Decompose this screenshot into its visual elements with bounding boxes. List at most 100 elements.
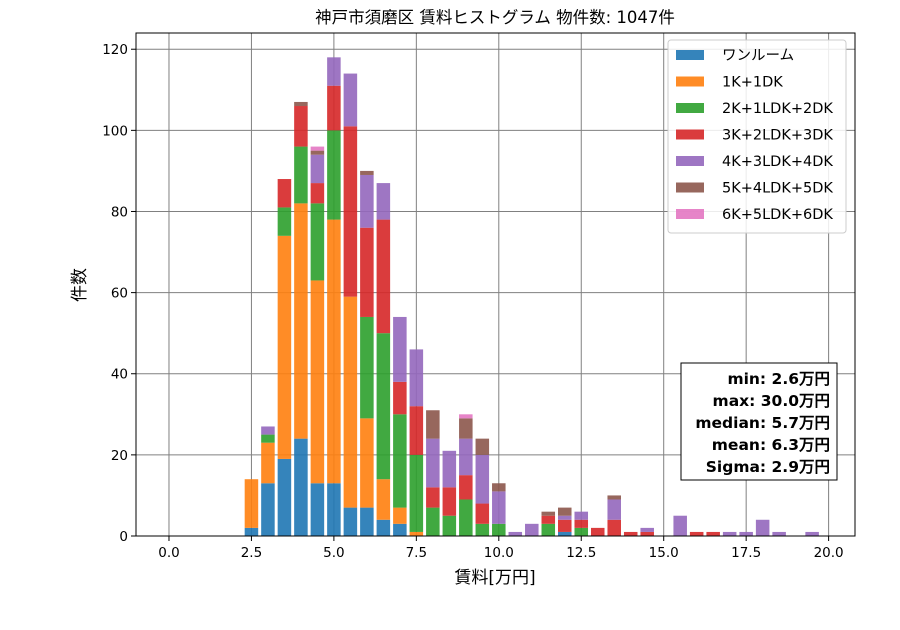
bar-segment xyxy=(558,531,572,536)
bar-segment xyxy=(294,101,308,107)
bar-segment xyxy=(393,316,407,382)
bar-segment xyxy=(426,507,440,536)
bar-segment xyxy=(492,523,506,536)
stats-box-frame xyxy=(680,362,838,481)
bar-segment xyxy=(558,519,572,532)
bar-segment xyxy=(244,479,259,528)
bar-segment xyxy=(310,146,325,151)
bar-segment xyxy=(327,85,341,131)
bar-segment xyxy=(376,479,391,520)
bar-segment xyxy=(310,203,325,281)
bar-segment xyxy=(590,527,605,536)
x-tick-label: 12.5 xyxy=(566,545,596,561)
x-tick-label: 17.5 xyxy=(731,545,761,561)
bar-segment xyxy=(360,227,374,317)
bar-segment xyxy=(244,527,259,536)
legend-swatch xyxy=(676,209,704,219)
bar-segment xyxy=(409,531,424,536)
chart-title: 神戸市須磨区 賃料ヒストグラム 物件数: 1047件 xyxy=(315,8,675,27)
bar-segment xyxy=(277,207,292,236)
bar-segment xyxy=(640,531,654,536)
plot-frame xyxy=(135,32,856,537)
y-tick-label: 100 xyxy=(102,123,128,139)
bar-segment xyxy=(640,527,654,532)
bar-segment xyxy=(673,515,687,536)
bar-segment xyxy=(525,523,539,536)
bar-segment xyxy=(393,507,407,524)
bar-segment xyxy=(574,519,589,528)
stats-line: mean: 6.3万円 xyxy=(712,436,830,454)
histogram-bars xyxy=(244,57,819,536)
y-tick-label: 0 xyxy=(119,529,128,545)
legend-label: 5K+4LDK+5DK xyxy=(722,181,833,197)
bar-segment xyxy=(310,280,325,484)
x-tick-label: 7.5 xyxy=(406,545,427,561)
legend-label: ワンルーム xyxy=(722,48,794,64)
legend-box xyxy=(667,39,847,234)
bar-segment xyxy=(739,531,753,536)
bar-segment xyxy=(327,57,341,86)
bar-segment xyxy=(426,410,440,439)
bar-segment xyxy=(261,434,275,443)
bar-segment xyxy=(805,531,819,536)
bar-segment xyxy=(442,487,457,516)
x-tick-label: 0.0 xyxy=(158,545,179,561)
bar-segment xyxy=(574,511,589,520)
bar-segment xyxy=(623,531,638,536)
bar-segment xyxy=(772,531,786,536)
bar-segment xyxy=(261,442,275,484)
stats-line: min: 2.6万円 xyxy=(727,370,830,388)
bar-segment xyxy=(310,483,325,536)
bar-segment xyxy=(310,183,325,204)
bar-segment xyxy=(475,438,490,455)
stats-box: min: 2.6万円 max: 30.0万円 median: 5.7万円 mean: … xyxy=(680,362,838,481)
y-tick-label: 80 xyxy=(111,204,128,220)
legend-swatch xyxy=(676,182,704,193)
legend-swatch xyxy=(676,129,704,140)
x-axis-ticks: 0.0 2.5 5.0 7.5 10.0 12.5 15.0 17.5 20.0 xyxy=(158,536,844,561)
bar-segment xyxy=(310,154,325,184)
bar-segment xyxy=(706,531,720,536)
x-tick-label: 10.0 xyxy=(484,545,514,561)
bar-segment xyxy=(475,523,490,536)
y-tick-label: 20 xyxy=(111,448,128,464)
bar-segment xyxy=(261,426,275,435)
bar-segment xyxy=(376,183,391,220)
bar-segment xyxy=(541,511,556,516)
bar-segment xyxy=(426,487,440,508)
bar-segment xyxy=(607,499,621,520)
bar-segment xyxy=(294,203,308,439)
bar-segment xyxy=(327,483,341,536)
legend-label: 3K+2LDK+3DK xyxy=(722,128,833,144)
bar-segment xyxy=(409,349,424,407)
legend-swatch xyxy=(676,156,704,166)
legend-swatch xyxy=(676,50,704,60)
bar-segment xyxy=(343,296,358,508)
bar-segment xyxy=(442,450,457,488)
stats-line: max: 30.0万円 xyxy=(713,392,830,410)
bar-segment xyxy=(492,483,506,492)
bar-segment xyxy=(393,414,407,508)
bar-segment xyxy=(409,454,424,532)
bar-segment xyxy=(376,333,391,480)
bar-segment xyxy=(492,491,506,524)
bar-segment xyxy=(459,414,473,419)
bar-segment xyxy=(277,179,292,208)
stats-line: Sigma: 2.9万円 xyxy=(706,458,830,476)
bar-segment xyxy=(360,170,374,175)
y-axis-title: 件数 xyxy=(70,268,90,302)
x-tick-label: 5.0 xyxy=(323,545,344,561)
bar-segment xyxy=(558,507,572,516)
x-tick-label: 20.0 xyxy=(814,545,844,561)
bar-segment xyxy=(277,458,292,536)
bar-segment xyxy=(442,515,457,536)
bar-segment xyxy=(607,495,621,500)
x-axis-title: 賃料[万円] xyxy=(454,568,535,588)
bar-segment xyxy=(459,475,473,500)
bar-segment xyxy=(376,519,391,536)
legend-label: 1K+1DK xyxy=(722,75,783,91)
bar-segment xyxy=(360,316,374,419)
bar-segment xyxy=(294,106,308,147)
bar-segment xyxy=(459,418,473,439)
bar-segment xyxy=(689,531,704,536)
